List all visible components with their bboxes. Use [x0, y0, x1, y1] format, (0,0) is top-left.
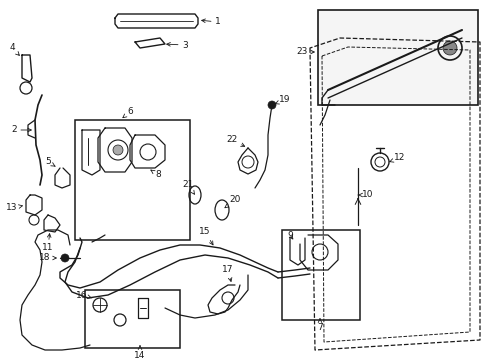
Text: 2: 2	[11, 126, 31, 135]
Bar	[317, 10, 477, 105]
Text: 8: 8	[151, 170, 161, 180]
Circle shape	[61, 254, 69, 262]
Text: 20: 20	[224, 195, 240, 208]
Text: 16: 16	[76, 291, 92, 300]
Circle shape	[113, 145, 123, 155]
Bar	[282, 230, 359, 320]
Text: 15: 15	[199, 228, 213, 245]
Text: 3: 3	[166, 40, 187, 49]
Text: 14: 14	[134, 346, 145, 360]
Text: 9: 9	[286, 230, 292, 239]
Text: 21: 21	[182, 180, 194, 194]
Text: 6: 6	[122, 108, 133, 118]
Circle shape	[267, 101, 275, 109]
Text: 13: 13	[6, 203, 22, 212]
Bar	[75, 120, 190, 240]
Text: 11: 11	[42, 234, 54, 252]
Bar	[85, 290, 180, 348]
Text: 4: 4	[9, 44, 20, 55]
Text: 18: 18	[39, 253, 56, 262]
Circle shape	[442, 41, 456, 55]
Text: 7: 7	[317, 319, 322, 333]
Text: 23: 23	[296, 48, 314, 57]
Text: 22: 22	[226, 135, 244, 147]
Text: 12: 12	[389, 153, 405, 162]
Text: 1: 1	[201, 18, 221, 27]
Text: 17: 17	[222, 265, 233, 282]
Text: 19: 19	[275, 95, 290, 104]
Text: 10: 10	[357, 190, 373, 199]
Text: 5: 5	[45, 157, 55, 166]
